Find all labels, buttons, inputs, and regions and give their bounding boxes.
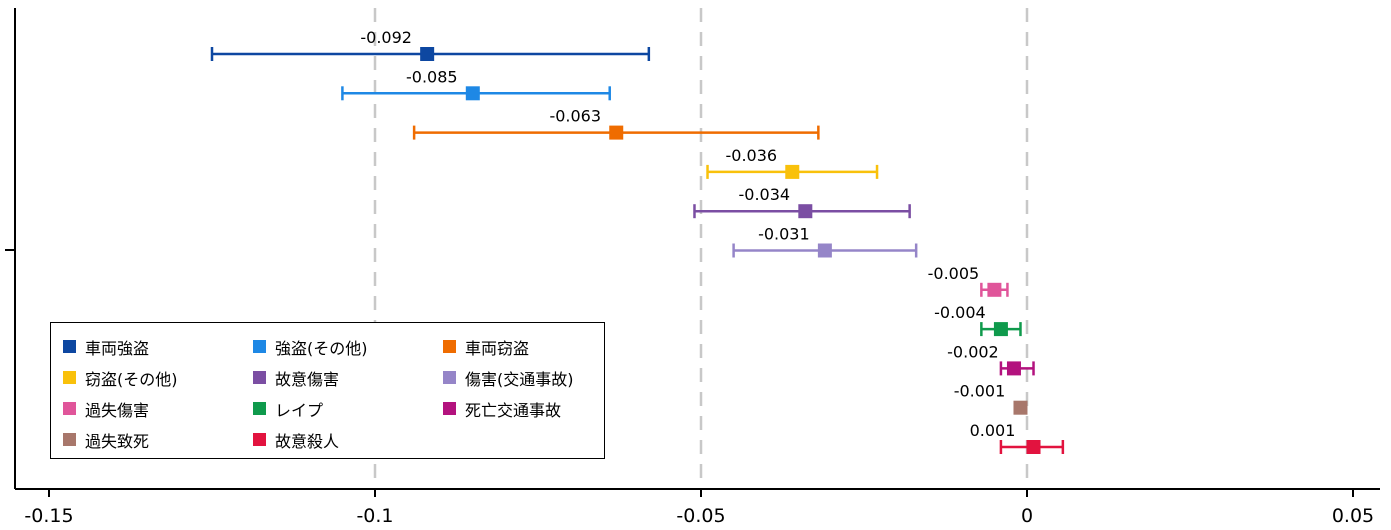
legend-label: 強盗(その他) [275,338,368,358]
legend-label: 車両強盗 [85,338,150,358]
x-tick-label: -0.1 [356,505,393,527]
value-label: -0.001 [954,382,1006,401]
legend-label: 故意殺人 [275,431,340,451]
point-estimate [817,243,832,258]
value-label: -0.063 [549,107,601,126]
legend-item: 故意傷害 [253,362,443,393]
legend-item: 死亡交通事故 [443,393,603,424]
point-estimate [798,204,813,219]
point-estimate [1026,440,1041,454]
legend: 車両強盗 強盗(その他) 車両窃盗窃盗(その他) 故意傷害 傷害(交通事故) 過失傷害 レイ… [50,322,605,459]
point-estimate [1013,400,1028,415]
legend-item: 傷害(交通事故) [443,362,603,393]
legend-swatch [443,402,456,415]
legend-label: 過失傷害 [85,400,150,420]
legend-swatch [63,371,76,384]
value-label: -0.031 [758,225,810,244]
legend-item: 窃盗(その他) [63,362,253,393]
x-tick-label: -0.15 [24,505,73,527]
value-label: -0.005 [928,264,980,283]
legend-swatch [443,371,456,384]
point-estimate [420,47,435,61]
value-label: -0.004 [934,303,986,322]
value-label: -0.002 [947,342,999,361]
legend-label: レイプ [275,400,324,420]
legend-swatch [63,433,76,446]
legend-swatch [253,371,266,384]
x-tick-label: 0 [1021,505,1033,527]
value-label: -0.092 [360,28,412,47]
legend-label: 過失致死 [85,431,150,451]
point-estimate [993,322,1008,337]
legend-swatch [443,340,456,353]
legend-swatch [63,340,76,353]
legend-item: 過失致死 [63,424,253,455]
legend-label: 窃盗(その他) [85,369,178,389]
value-label: 0.001 [970,421,1016,440]
legend-item: 車両窃盗 [443,331,603,362]
legend-item: 故意殺人 [253,424,443,455]
legend-swatch [63,402,76,415]
x-tick-label: 0.05 [1332,505,1374,527]
legend-item: レイプ [253,393,443,424]
point-estimate [465,86,480,101]
value-label: -0.034 [739,185,791,204]
legend-swatch [253,340,266,353]
legend-label: 故意傷害 [275,369,340,389]
legend-item: 過失傷害 [63,393,253,424]
legend-label: 車両窃盗 [465,338,530,358]
legend-item: 強盗(その他) [253,331,443,362]
legend-swatch [253,402,266,415]
legend-label: 死亡交通事故 [465,400,562,420]
point-estimate [987,282,1002,297]
legend-swatch [253,433,266,446]
point-estimate [609,125,624,140]
value-label: -0.085 [406,67,458,86]
x-tick-label: -0.05 [676,505,725,527]
point-estimate [1006,361,1021,376]
legend-label: 傷害(交通事故) [465,369,574,389]
legend-item: 車両強盗 [63,331,253,362]
point-estimate [785,164,800,179]
value-label: -0.036 [725,146,777,165]
